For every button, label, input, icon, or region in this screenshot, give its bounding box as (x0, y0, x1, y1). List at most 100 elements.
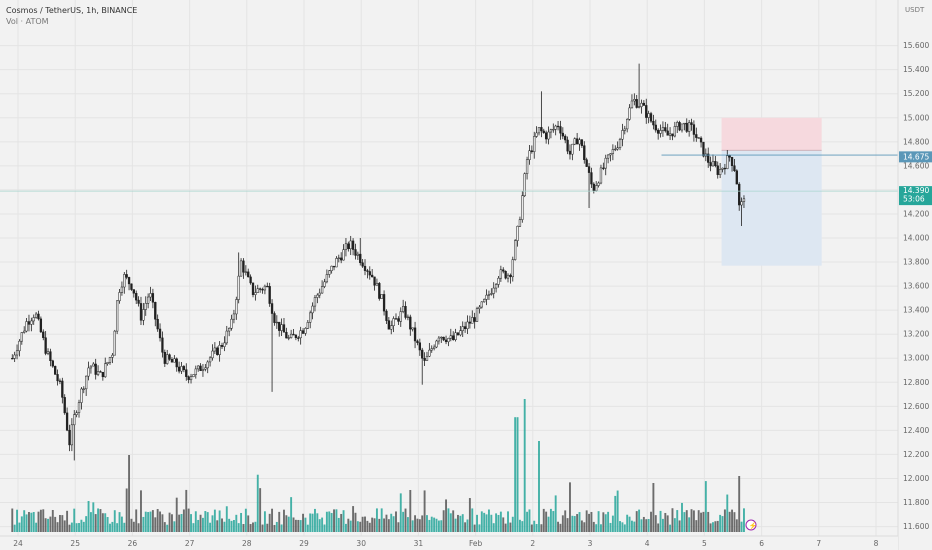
candle-body (430, 348, 433, 351)
volume-bar (592, 521, 595, 532)
volume-bar (542, 508, 545, 532)
volume-bar (707, 511, 710, 532)
volume-bar (526, 511, 529, 532)
volume-bar (194, 511, 197, 532)
price-tick-label: 12.400 (903, 426, 929, 435)
candle-body (23, 330, 26, 333)
volume-bar (569, 482, 571, 532)
candle-body (645, 105, 648, 118)
candle-body (156, 318, 159, 330)
volume-bar (156, 509, 159, 532)
volume-bar (240, 512, 243, 532)
volume-bar (390, 513, 393, 532)
candle-body (287, 337, 290, 339)
volume-bar (499, 511, 502, 532)
volume-bar (709, 523, 712, 532)
volume-bar (733, 512, 736, 532)
volume-bar (659, 510, 662, 532)
candle-body (590, 172, 593, 185)
candle-body (709, 162, 712, 167)
candle-body (697, 137, 700, 139)
volume-bar (58, 514, 61, 532)
short-position-tool[interactable] (721, 117, 822, 266)
candle-body (199, 365, 202, 372)
volume-bar (466, 519, 469, 532)
volume-bar (678, 520, 681, 532)
volume-bar (664, 512, 667, 532)
volume-bar (171, 514, 173, 532)
candle-body (728, 155, 731, 158)
candle-body (75, 412, 78, 415)
volume-bar (314, 508, 316, 532)
candle-body (535, 132, 538, 137)
volume-bar (354, 512, 357, 532)
volume-bar (411, 520, 414, 532)
volume-indicator-label[interactable]: Vol · ATOM (6, 17, 49, 26)
candle-body (82, 388, 85, 390)
time-tick-label: 31 (414, 539, 424, 548)
price-tick-label: 14.800 (903, 137, 929, 146)
candle-body (521, 195, 524, 220)
candle-body (108, 357, 112, 363)
candle-body (189, 376, 193, 381)
volume-bar (271, 508, 274, 532)
symbol-title[interactable]: Cosmos / TetherUS, 1h, BINANCE (6, 6, 138, 15)
last-price-tag-box (899, 186, 932, 206)
volume-bar (487, 509, 490, 532)
volume-bar (600, 524, 602, 532)
volume-bar (268, 513, 271, 532)
volume-bar (476, 514, 478, 532)
volume-bar (368, 522, 371, 532)
time-tick-label: 26 (128, 539, 138, 548)
volume-bar (490, 514, 493, 532)
event-marker-circle[interactable] (745, 519, 757, 531)
candle-body (661, 127, 665, 131)
volume-bar (559, 523, 562, 532)
candle-body (223, 342, 226, 347)
time-axis-panel[interactable] (0, 536, 898, 550)
candle-body (616, 147, 619, 150)
volume-bar (230, 520, 233, 532)
candle-body (120, 286, 124, 293)
volume-bar (497, 514, 500, 532)
candle-body (44, 337, 47, 354)
candle-body (89, 365, 93, 369)
price-tick-label: 13.200 (903, 330, 929, 339)
candle-body (15, 350, 19, 356)
candle-body (523, 173, 526, 196)
candle-body (318, 292, 321, 296)
entry-price-tag: 14.675 (899, 151, 932, 163)
volume-bar (287, 516, 290, 532)
candle-body (623, 128, 626, 131)
volume-bar (266, 523, 269, 532)
candle-body (654, 124, 657, 131)
volume-bar (507, 511, 509, 532)
candle-body (687, 122, 691, 132)
candle-body (554, 125, 557, 130)
candle-body (733, 165, 736, 172)
volume-bar (578, 512, 581, 532)
volume-bar (101, 513, 104, 532)
candle-body (347, 243, 350, 250)
candle-body (537, 127, 541, 134)
price-axis-panel[interactable] (898, 0, 932, 550)
candle-body (573, 138, 576, 145)
volume-bar (190, 514, 192, 532)
volume-bar (564, 510, 567, 532)
candle-body (337, 257, 340, 259)
volume-bar (13, 524, 16, 532)
candle-body (249, 276, 252, 284)
volume-bar (278, 511, 281, 532)
volume-bar (633, 521, 636, 532)
event-marker[interactable]: ⚡ (745, 519, 757, 531)
candle-body (115, 300, 119, 332)
volume-bar (323, 524, 326, 532)
candle-body (421, 349, 424, 359)
volume-bar (726, 494, 729, 532)
volume-bar (375, 508, 378, 532)
candle-body (294, 334, 298, 339)
time-tick-label: 27 (185, 539, 195, 548)
candle-body (359, 253, 362, 264)
time-tick-label: 4 (645, 539, 650, 548)
